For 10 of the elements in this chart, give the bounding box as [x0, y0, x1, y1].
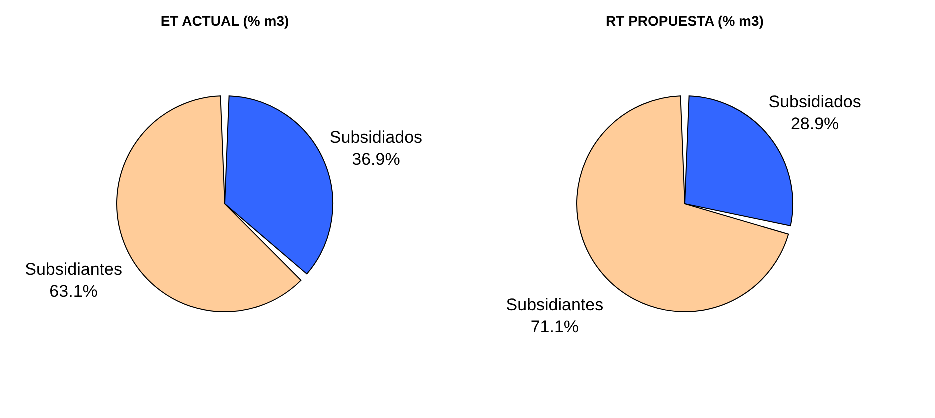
slice-label: Subsidiantes — [506, 296, 604, 315]
data-label: 71.1% — [530, 318, 580, 337]
slice-label: Subsidiados — [768, 92, 862, 112]
data-label: 28.9% — [790, 114, 840, 134]
data-label: 63.1% — [50, 282, 98, 302]
chart-title: RT PROPUESTA (% m3) — [606, 13, 764, 29]
data-label: 36.9% — [352, 150, 400, 169]
chart-title: ET ACTUAL (% m3) — [160, 13, 290, 29]
slice-label: Subsidiantes — [25, 260, 122, 280]
slice-label: Subsidiados — [330, 128, 423, 147]
